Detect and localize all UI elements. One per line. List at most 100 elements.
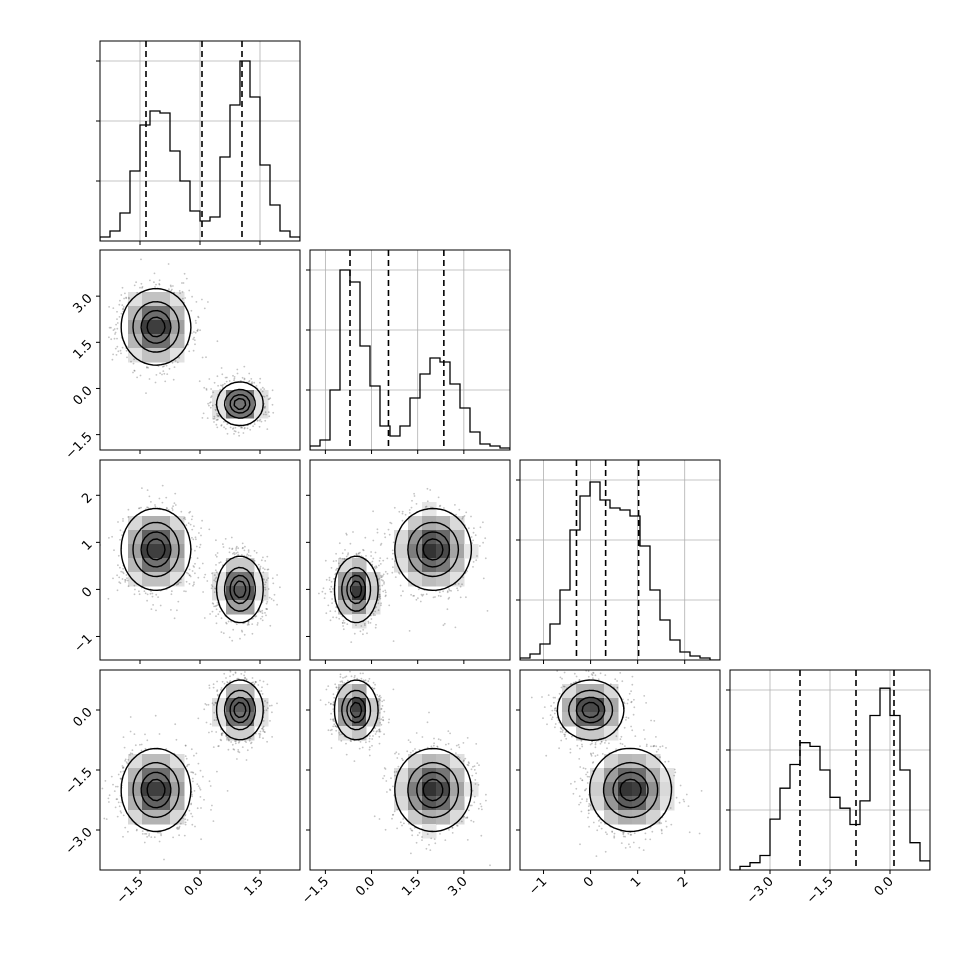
sample-point <box>124 758 127 761</box>
sample-point <box>127 296 130 299</box>
density-cell <box>604 754 619 769</box>
sample-point <box>660 822 663 825</box>
density-cell <box>338 572 353 587</box>
sample-point <box>614 666 616 668</box>
sample-point <box>389 789 392 792</box>
sample-point <box>410 852 412 855</box>
sample-point <box>157 596 160 598</box>
sample-point <box>470 536 473 538</box>
sample-point <box>184 744 187 747</box>
sample-point <box>581 745 584 748</box>
sample-point <box>136 291 139 294</box>
sample-point <box>325 578 328 581</box>
sample-point <box>652 745 655 748</box>
sample-point <box>604 742 606 744</box>
sample-point <box>457 743 460 746</box>
sample-point <box>218 745 220 747</box>
sample-point <box>259 617 262 620</box>
sample-point <box>234 426 237 429</box>
sample-point <box>392 785 394 788</box>
sample-point <box>116 318 118 320</box>
x-tick-label: −1 <box>526 874 550 898</box>
sample-point <box>233 551 236 554</box>
sample-point <box>235 547 238 550</box>
sample-point <box>215 564 217 566</box>
sample-point <box>451 826 454 829</box>
sample-point <box>267 568 270 571</box>
sample-point <box>645 702 647 704</box>
sample-point <box>124 581 127 583</box>
sample-point <box>395 751 398 754</box>
sample-point <box>266 555 269 558</box>
sample-point <box>433 742 435 745</box>
sample-point <box>211 730 213 733</box>
sample-point <box>127 758 130 761</box>
sample-point <box>122 518 124 520</box>
sample-point <box>177 828 180 830</box>
sample-point <box>240 426 243 428</box>
sample-point <box>207 703 210 706</box>
sample-point <box>231 548 234 550</box>
sample-point <box>401 757 403 760</box>
sample-point <box>141 287 143 289</box>
sample-point <box>578 795 581 798</box>
sample-point <box>472 539 474 542</box>
sample-point <box>194 319 197 322</box>
sample-point <box>664 760 667 763</box>
sample-point <box>229 675 231 678</box>
density-cell <box>254 698 269 713</box>
density-cell <box>142 530 157 545</box>
sample-point <box>550 705 552 707</box>
sample-point <box>158 497 161 500</box>
y-tick-label: 0.0 <box>70 705 95 730</box>
sample-point <box>191 795 194 798</box>
sample-point <box>118 303 121 306</box>
sample-point <box>665 825 668 828</box>
density-cell <box>394 558 409 573</box>
sample-point <box>392 552 394 555</box>
sample-point <box>467 761 470 764</box>
sample-point <box>111 358 114 361</box>
sample-point <box>626 702 629 705</box>
sample-point <box>655 750 658 753</box>
sample-point <box>417 597 419 599</box>
sample-point <box>210 395 213 397</box>
sample-point <box>199 796 202 798</box>
sample-point <box>188 763 191 766</box>
sample-point <box>665 747 667 749</box>
sample-point <box>197 316 200 319</box>
sample-point <box>227 748 230 751</box>
sample-point <box>261 686 263 689</box>
sample-point <box>330 733 333 735</box>
sample-point <box>341 681 344 684</box>
sample-point <box>186 819 189 821</box>
sample-point <box>475 743 478 745</box>
sample-point <box>600 821 602 824</box>
sample-point <box>220 734 223 737</box>
sample-point <box>451 832 454 834</box>
sample-point <box>147 506 150 509</box>
sample-point <box>258 425 261 428</box>
sample-point <box>220 733 223 736</box>
sample-point <box>355 553 358 556</box>
sample-point <box>263 406 266 409</box>
sample-point <box>199 788 202 791</box>
sample-point <box>188 350 191 353</box>
sample-point <box>214 605 217 608</box>
sample-point <box>470 804 473 807</box>
sample-point <box>133 584 136 587</box>
sample-point <box>468 762 470 765</box>
sample-point <box>228 380 231 382</box>
sample-point <box>375 606 377 608</box>
sample-point <box>236 551 239 554</box>
sample-point <box>584 789 587 791</box>
sample-point <box>364 679 367 682</box>
sample-point <box>401 510 404 513</box>
sample-point <box>399 584 402 587</box>
sample-point <box>613 832 616 835</box>
sample-point <box>188 809 191 812</box>
sample-point <box>217 384 220 387</box>
sample-point <box>171 361 174 364</box>
sample-point <box>378 560 381 562</box>
sample-point <box>158 283 161 285</box>
